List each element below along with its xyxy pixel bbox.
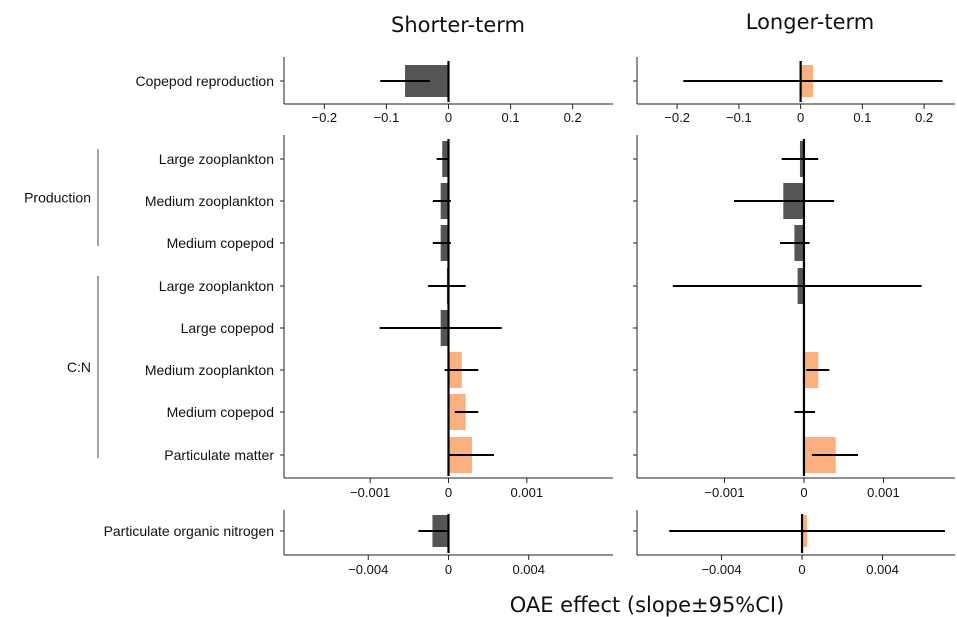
plot-layer: Copepod reproduction −0.2 −0.1 0 0.1 0.2 −0.2 −…	[24, 57, 955, 577]
x-tick-label: −0.2	[312, 110, 338, 125]
x-tick-label: −0.001	[704, 485, 744, 500]
row-label: Large copepod	[181, 320, 274, 336]
x-tick-label: 0.004	[866, 562, 899, 577]
x-tick-label: −0.2	[664, 110, 690, 125]
x-tick-label: −0.004	[701, 562, 741, 577]
x-tick-label: 0.001	[511, 485, 544, 500]
x-tick-label: 0.1	[502, 110, 520, 125]
row-label: Particulate organic nitrogen	[104, 523, 274, 539]
x-tick-label: −0.1	[374, 110, 400, 125]
x-tick-label: 0	[800, 485, 807, 500]
row-label: Medium zooplankton	[145, 362, 274, 378]
x-tick-label: 0.1	[853, 110, 871, 125]
row-label: Medium copepod	[167, 404, 274, 420]
x-tick-label: 0	[445, 562, 452, 577]
column-title-shorter-term: Shorter-term	[391, 13, 525, 37]
x-tick-label: 0	[445, 485, 452, 500]
x-tick-label: 0	[445, 110, 452, 125]
x-tick-label: 0.2	[915, 110, 933, 125]
group-label: C:N	[67, 359, 91, 375]
row-label: Copepod reproduction	[135, 73, 274, 89]
x-tick-label: −0.001	[350, 485, 390, 500]
row-label: Particulate matter	[164, 447, 274, 463]
row-label: Large zooplankton	[159, 278, 274, 294]
group-label: Production	[24, 190, 91, 206]
x-axis-title: OAE effect (slope±95%CI)	[510, 593, 785, 617]
x-tick-label: 0	[798, 562, 805, 577]
x-tick-label: −0.004	[348, 562, 388, 577]
row-label: Large zooplankton	[159, 151, 274, 167]
row-label: Medium copepod	[167, 235, 274, 251]
x-tick-label: 0.2	[564, 110, 582, 125]
x-tick-label: 0.004	[512, 562, 545, 577]
x-tick-label: 0.001	[867, 485, 900, 500]
x-tick-label: 0	[797, 110, 804, 125]
x-tick-label: −0.1	[726, 110, 752, 125]
row-label: Medium zooplankton	[145, 193, 274, 209]
column-title-longer-term: Longer-term	[746, 10, 874, 34]
